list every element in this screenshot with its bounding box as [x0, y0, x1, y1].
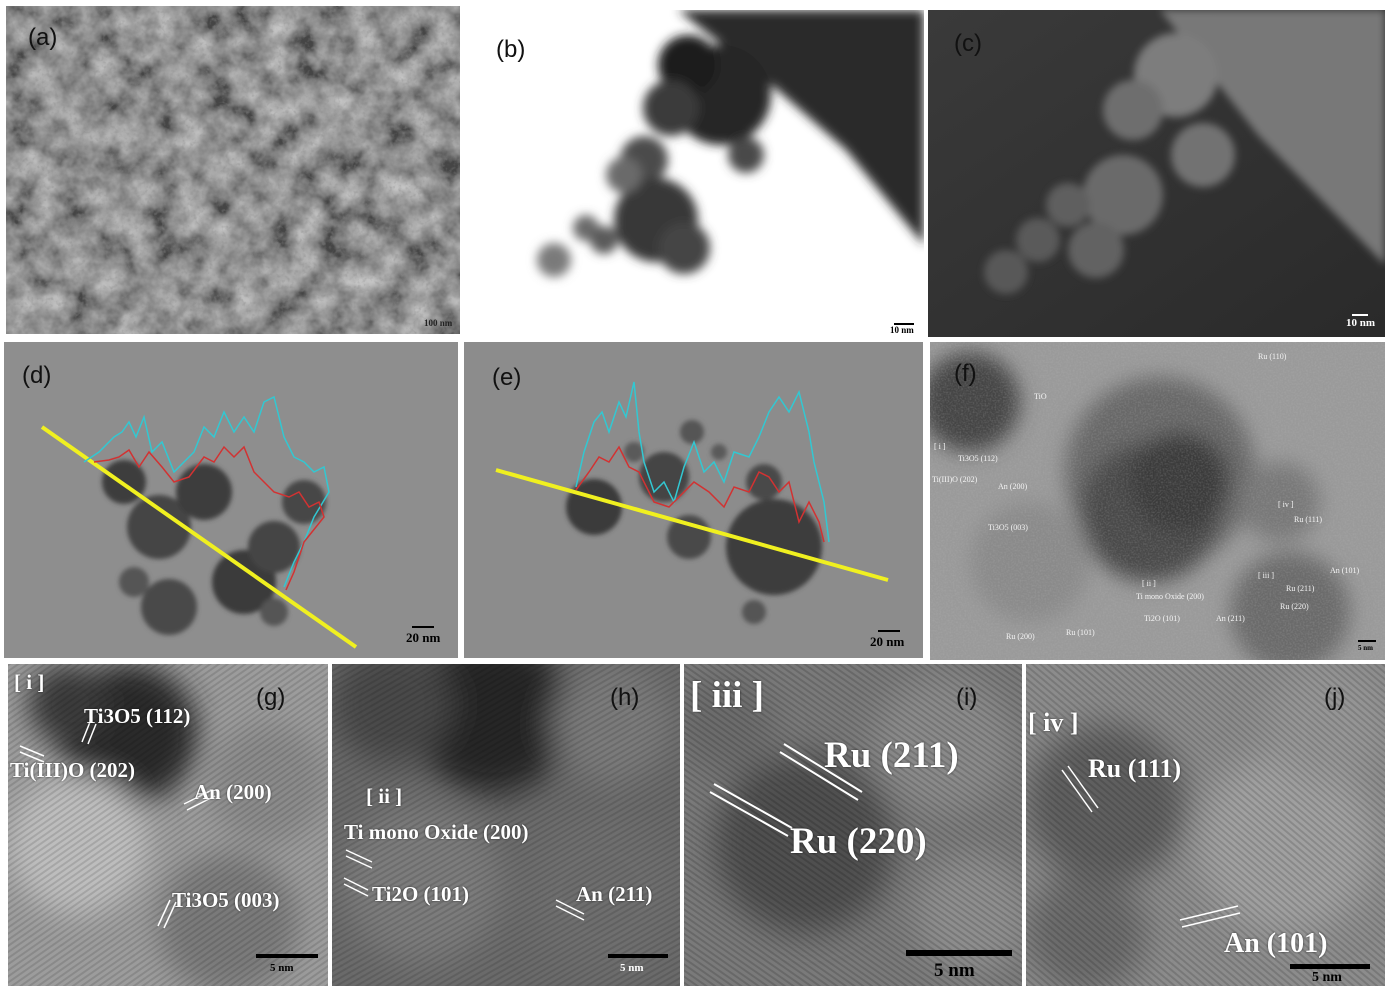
panel-e-scale-bar — [878, 630, 900, 632]
panel-i-ann-ru220: Ru (220) — [790, 821, 927, 862]
panel-i-scale-label: 5 nm — [934, 960, 975, 981]
panel-c-stem-image: (c) 10 nm — [928, 10, 1385, 337]
panel-f-ann-an211: An (211) — [1216, 614, 1245, 623]
panel-f-region-ii: [ ii ] — [1142, 579, 1156, 588]
panel-f-ann-ti-mono-oxide-200: Ti mono Oxide (200) — [1136, 592, 1204, 601]
panel-h-ann-ti2o-101: Ti2O (101) — [372, 882, 470, 906]
panel-f-scale-bar — [1358, 640, 1376, 642]
panel-f-region-i: [ i ] — [934, 442, 946, 451]
panel-a-scale-label: 100 nm — [424, 318, 453, 328]
panel-e-linescan-image: (e) 20 nm — [464, 342, 923, 658]
panel-i-label: (i) — [956, 684, 978, 711]
panel-f-ann-ti2o-101: Ti2O (101) — [1144, 614, 1180, 623]
panel-d-scale-bar — [412, 626, 434, 628]
panel-h-region-label: [ ii ] — [366, 784, 403, 808]
panel-i-ann-ru211: Ru (211) — [824, 735, 959, 776]
panel-f-region-iv: [ iv ] — [1278, 500, 1294, 509]
panel-f-ann-ti3o5-112: Ti3O5 (112) — [958, 454, 998, 463]
panel-j-label: (j) — [1324, 684, 1346, 711]
panel-g-label: (g) — [256, 684, 286, 711]
panel-h-label: (h) — [610, 684, 640, 711]
panel-d-linescan-image: (d) 20 nm — [4, 342, 458, 658]
panel-i-region-label: [ iii ] — [690, 675, 764, 716]
panel-f-ann-an200: An (200) — [998, 482, 1028, 491]
panel-f-label: (f) — [954, 360, 977, 387]
panel-f-ann-ru211: Ru (211) — [1286, 584, 1315, 593]
panel-b-tem-image: (b) 10 nm — [466, 10, 924, 337]
panel-g-scale-label: 5 nm — [270, 962, 294, 974]
panel-c-scale-bar — [1352, 314, 1368, 316]
panel-b-scale-label: 10 nm — [890, 325, 914, 335]
panel-f-region-iii: [ iii ] — [1258, 571, 1274, 580]
panel-f-ann-ru111: Ru (111) — [1294, 515, 1323, 524]
panel-f-ann-tio: TiO — [1034, 392, 1047, 401]
panel-f-scale-label: 5 nm — [1358, 644, 1373, 652]
panel-j-ann-an101: An (101) — [1224, 928, 1328, 959]
panel-f-ann-ru220: Ru (220) — [1280, 602, 1309, 611]
panel-e-scale-label: 20 nm — [870, 634, 905, 649]
panel-h-ann-ti-mono-oxide-200: Ti mono Oxide (200) — [344, 820, 529, 844]
panel-g-ann-an200: An (200) — [194, 780, 272, 804]
panel-f-hrtem-image: (f) Ru (110) TiO [ i ] Ti3O5 (112) Ti(II… — [930, 342, 1385, 660]
panel-j-scale-label: 5 nm — [1312, 970, 1342, 985]
panel-a-sem-image: (a) 100 nm — [6, 6, 460, 334]
panel-g-ann-ti3o5-003: Ti3O5 (003) — [172, 888, 280, 912]
panel-g-hrtem-image: [ i ] (g) Ti3O5 (112) Ti(III)O (202) An … — [8, 664, 328, 986]
panel-i-scale-bar — [906, 950, 1012, 956]
panel-g-ann-ti3o5-112: Ti3O5 (112) — [84, 704, 191, 728]
panel-f-ann-tiiiio-202: Ti(III)O (202) — [932, 475, 978, 484]
panel-g-region-label: [ i ] — [14, 670, 45, 694]
panel-g-scale-bar — [256, 954, 318, 958]
panel-j-region-label: [ iv ] — [1028, 708, 1079, 737]
panel-h-scale-label: 5 nm — [620, 962, 644, 974]
panel-e-label: (e) — [492, 364, 522, 391]
panel-c-label: (c) — [954, 30, 982, 57]
panel-j-scale-bar — [1290, 964, 1370, 969]
panel-f-ann-ti3o5-003: Ti3O5 (003) — [988, 523, 1028, 532]
panel-d-scale-label: 20 nm — [406, 630, 441, 645]
panel-f-ann-ru101: Ru (101) — [1066, 628, 1095, 637]
panel-h-ann-an211: An (211) — [576, 882, 653, 906]
panel-f-ann-ru110: Ru (110) — [1258, 352, 1287, 361]
panel-i-hrtem-image: [ iii ] (i) Ru (211) Ru (220) 5 nm — [684, 664, 1022, 986]
panel-f-ann-an101: An (101) — [1330, 566, 1360, 575]
panel-b-scale-bar — [894, 323, 914, 325]
panel-a-label: (a) — [28, 24, 58, 51]
panel-h-scale-bar — [608, 954, 668, 958]
panel-g-ann-tiiiio-202: Ti(III)O (202) — [10, 758, 136, 782]
panel-j-hrtem-image: [ iv ] (j) Ru (111) An (101) 5 nm — [1026, 664, 1385, 986]
panel-j-ann-ru111: Ru (111) — [1088, 754, 1182, 783]
panel-h-hrtem-image: (h) [ ii ] Ti mono Oxide (200) Ti2O (101… — [332, 664, 680, 986]
panel-c-scale-label: 10 nm — [1346, 317, 1376, 329]
panel-d-label: (d) — [22, 362, 52, 389]
panel-f-ann-ru200: Ru (200) — [1006, 632, 1035, 641]
panel-b-label: (b) — [496, 36, 526, 63]
